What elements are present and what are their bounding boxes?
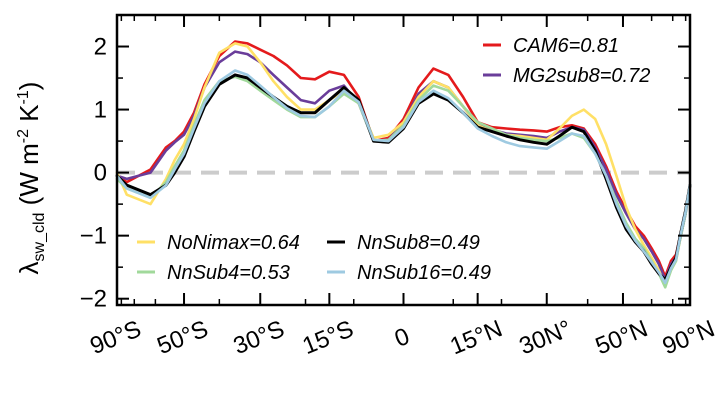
legend-label-bottom-0-1: NnSub8=0.49 bbox=[357, 232, 480, 254]
y-axis-label-subscript: sw_cld bbox=[31, 213, 48, 262]
series-line-2 bbox=[115, 42, 692, 287]
legend-label-top-1: MG2sub8=0.72 bbox=[513, 65, 650, 87]
legend-label-bottom-1-0: NnSub4=0.53 bbox=[167, 262, 290, 284]
y-axis-label-symbol: λ bbox=[14, 261, 44, 274]
x-tick-label-6: 30N° bbox=[516, 315, 576, 360]
y-axis-label: λsw_cld (W m-2 K-1) bbox=[14, 82, 48, 275]
y-axis-label-units-open: (W m bbox=[14, 143, 44, 212]
x-tick-label-0: 90°S bbox=[86, 315, 145, 360]
y-axis-label-exp2: -1 bbox=[15, 90, 32, 104]
x-tick-label-2: 30°S bbox=[230, 315, 289, 360]
x-tick-label-3: 15°S bbox=[299, 315, 358, 360]
x-tick-label-5: 15°N bbox=[446, 315, 506, 360]
y-axis-label-units-close: ) bbox=[14, 82, 44, 91]
y-tick-label-0: 2 bbox=[94, 34, 107, 61]
legend: CAM6=0.81 MG2sub8=0.72 NoNimax=0.64 NnSub8=… bbox=[137, 35, 650, 284]
y-tick-label-3: −1 bbox=[80, 223, 107, 250]
y-axis-label-units-mid: K bbox=[14, 104, 44, 129]
x-tick-label-8: 90°N bbox=[659, 315, 719, 360]
y-tick-label-2: 0 bbox=[94, 160, 107, 187]
series-line-5 bbox=[115, 69, 692, 285]
x-tick-label-1: 50°S bbox=[153, 315, 212, 360]
series-layer bbox=[115, 40, 692, 289]
x-tick-label-4: 0 bbox=[391, 323, 414, 353]
y-axis-label-exp1: -2 bbox=[15, 129, 32, 143]
x-tick-label-7: 50°N bbox=[592, 315, 652, 360]
legend-label-bottom-1-1: NnSub16=0.49 bbox=[357, 262, 491, 284]
legend-label-top-0: CAM6=0.81 bbox=[513, 35, 619, 57]
legend-label-bottom-0-0: NoNimax=0.64 bbox=[167, 232, 300, 254]
y-tick-label-1: 1 bbox=[94, 97, 107, 124]
y-tick-label-4: −2 bbox=[80, 286, 107, 313]
